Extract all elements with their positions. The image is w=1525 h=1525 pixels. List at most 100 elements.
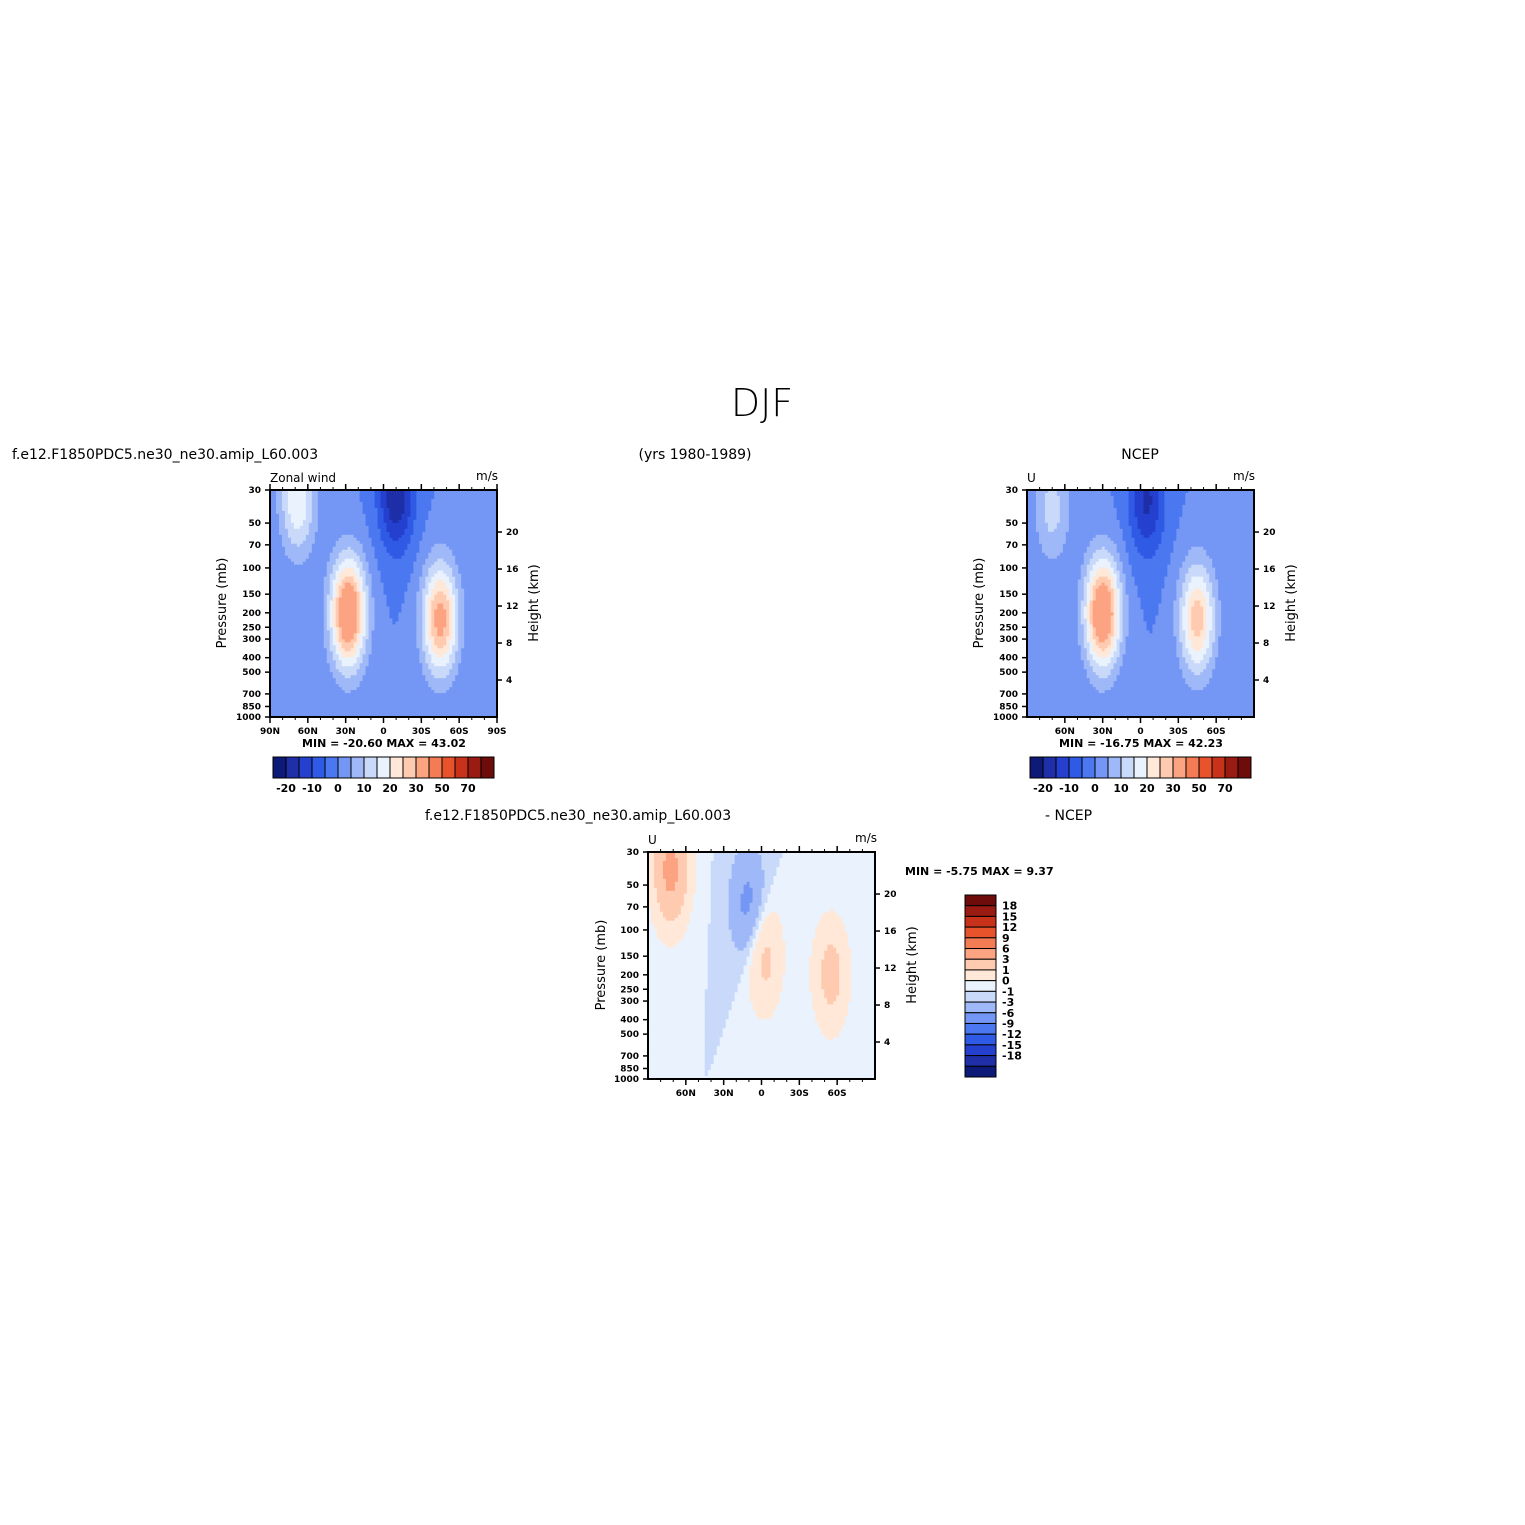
model-contour-cell bbox=[446, 579, 450, 583]
model-contour-cell bbox=[350, 621, 355, 625]
model-contour-cell bbox=[482, 507, 486, 512]
model-contour-cell bbox=[389, 681, 393, 685]
model-contour-cell bbox=[476, 561, 480, 566]
model-contour-cell bbox=[365, 636, 369, 640]
model-contour-cell bbox=[368, 522, 372, 527]
model-contour-cell bbox=[359, 492, 363, 497]
model-contour-cell bbox=[422, 579, 426, 583]
model-contour-cell bbox=[398, 495, 402, 500]
model-contour-cell bbox=[341, 663, 346, 667]
model-contour-cell bbox=[317, 618, 322, 622]
model-contour-cell bbox=[341, 606, 346, 610]
model-contour-cell bbox=[344, 564, 349, 569]
model-contour-cell bbox=[434, 678, 438, 682]
model-contour-cell bbox=[431, 549, 435, 554]
model-contour-cell bbox=[350, 537, 355, 542]
model-contour-cell bbox=[485, 501, 489, 506]
model-contour-cell bbox=[335, 510, 340, 515]
model-contour-cell bbox=[383, 558, 387, 563]
model-contour-cell bbox=[482, 531, 486, 536]
model-contour-cell bbox=[368, 528, 372, 533]
model-contour-cell bbox=[356, 648, 361, 652]
model-contour-cell bbox=[395, 636, 399, 640]
model-contour-cell bbox=[338, 594, 343, 598]
model-contour-cell bbox=[413, 618, 417, 622]
model-contour-cell bbox=[470, 651, 474, 655]
model-contour-cell bbox=[338, 621, 343, 625]
model-contour-cell bbox=[353, 627, 358, 631]
model-contour-cell bbox=[425, 522, 429, 527]
model-contour-cell bbox=[443, 498, 447, 503]
model-contour-cell bbox=[410, 519, 414, 524]
model-contour-cell bbox=[270, 507, 274, 512]
model-contour-cell bbox=[335, 525, 340, 530]
model-contour-cell bbox=[377, 552, 381, 557]
model-contour-cell bbox=[449, 621, 453, 625]
model-contour-cell bbox=[389, 525, 393, 530]
model-contour-cell bbox=[335, 555, 340, 560]
model-contour-cell bbox=[392, 552, 396, 557]
model-contour-cell bbox=[428, 609, 432, 613]
model-contour-cell bbox=[488, 648, 492, 652]
model-contour-cell bbox=[302, 672, 307, 676]
model-contour-cell bbox=[293, 525, 298, 530]
model-contour-cell bbox=[392, 609, 396, 613]
model-contour-cell bbox=[485, 636, 489, 640]
model-contour-cell bbox=[452, 504, 456, 509]
model-contour-cell bbox=[272, 612, 277, 616]
model-contour-cell bbox=[413, 579, 417, 583]
model-contour-cell bbox=[407, 633, 411, 637]
model-contour-cell bbox=[413, 564, 417, 569]
model-contour-cell bbox=[395, 501, 399, 506]
model-contour-cell bbox=[371, 531, 375, 536]
model-contour-cell bbox=[371, 603, 375, 607]
model-contour-cell bbox=[374, 513, 378, 518]
model-contour-cell bbox=[404, 540, 408, 545]
model-contour-cell bbox=[270, 490, 274, 494]
model-contour-cell bbox=[443, 624, 447, 628]
model-contour-cell bbox=[326, 507, 331, 512]
model-contour-cell bbox=[365, 528, 369, 533]
model-contour-cell bbox=[287, 570, 292, 575]
model-contour-cell bbox=[380, 600, 384, 604]
model-contour-cell bbox=[332, 618, 337, 622]
model-contour-cell bbox=[344, 582, 349, 586]
model-contour-cell bbox=[353, 678, 358, 682]
model-contour-cell bbox=[410, 681, 414, 685]
model-contour-cell bbox=[401, 516, 405, 521]
model-contour-cell bbox=[398, 663, 402, 667]
model-contour-cell bbox=[455, 666, 459, 670]
model-contour-cell bbox=[461, 627, 465, 631]
model-contour-cell bbox=[347, 684, 352, 688]
model-var-label: Zonal wind bbox=[270, 471, 336, 485]
model-contour-cell bbox=[380, 621, 384, 625]
model-contour-cell bbox=[359, 501, 363, 506]
model-contour-cell bbox=[272, 552, 277, 557]
model-contour-cell bbox=[284, 585, 289, 589]
model-contour-cell bbox=[347, 603, 352, 607]
model-contour-cell bbox=[335, 684, 340, 688]
model-contour-cell bbox=[398, 534, 402, 539]
model-contour-cell bbox=[446, 609, 450, 613]
model-contour-cell bbox=[476, 606, 480, 610]
model-contour-cell bbox=[380, 498, 384, 503]
model-contour-cell bbox=[374, 576, 378, 581]
model-contour-cell bbox=[353, 669, 358, 673]
model-contour-cell bbox=[284, 642, 289, 646]
model-contour-cell bbox=[428, 675, 432, 679]
model-contour-cell bbox=[428, 660, 432, 664]
model-contour-cell bbox=[398, 642, 402, 646]
model-contour-cell bbox=[434, 594, 438, 598]
model-contour-cell bbox=[482, 597, 486, 601]
model-contour-cell bbox=[461, 501, 465, 506]
model-contour-cell bbox=[314, 603, 319, 607]
model-contour-cell bbox=[275, 666, 280, 670]
model-contour-cell bbox=[389, 546, 393, 551]
model-contour-cell bbox=[365, 498, 369, 503]
model-contour-cell bbox=[419, 627, 423, 631]
model-contour-cell bbox=[353, 675, 358, 679]
model-contour-cell bbox=[494, 513, 497, 518]
model-contour-cell bbox=[380, 564, 384, 569]
model-contour-cell bbox=[425, 525, 429, 530]
model-contour-cell bbox=[494, 633, 497, 637]
